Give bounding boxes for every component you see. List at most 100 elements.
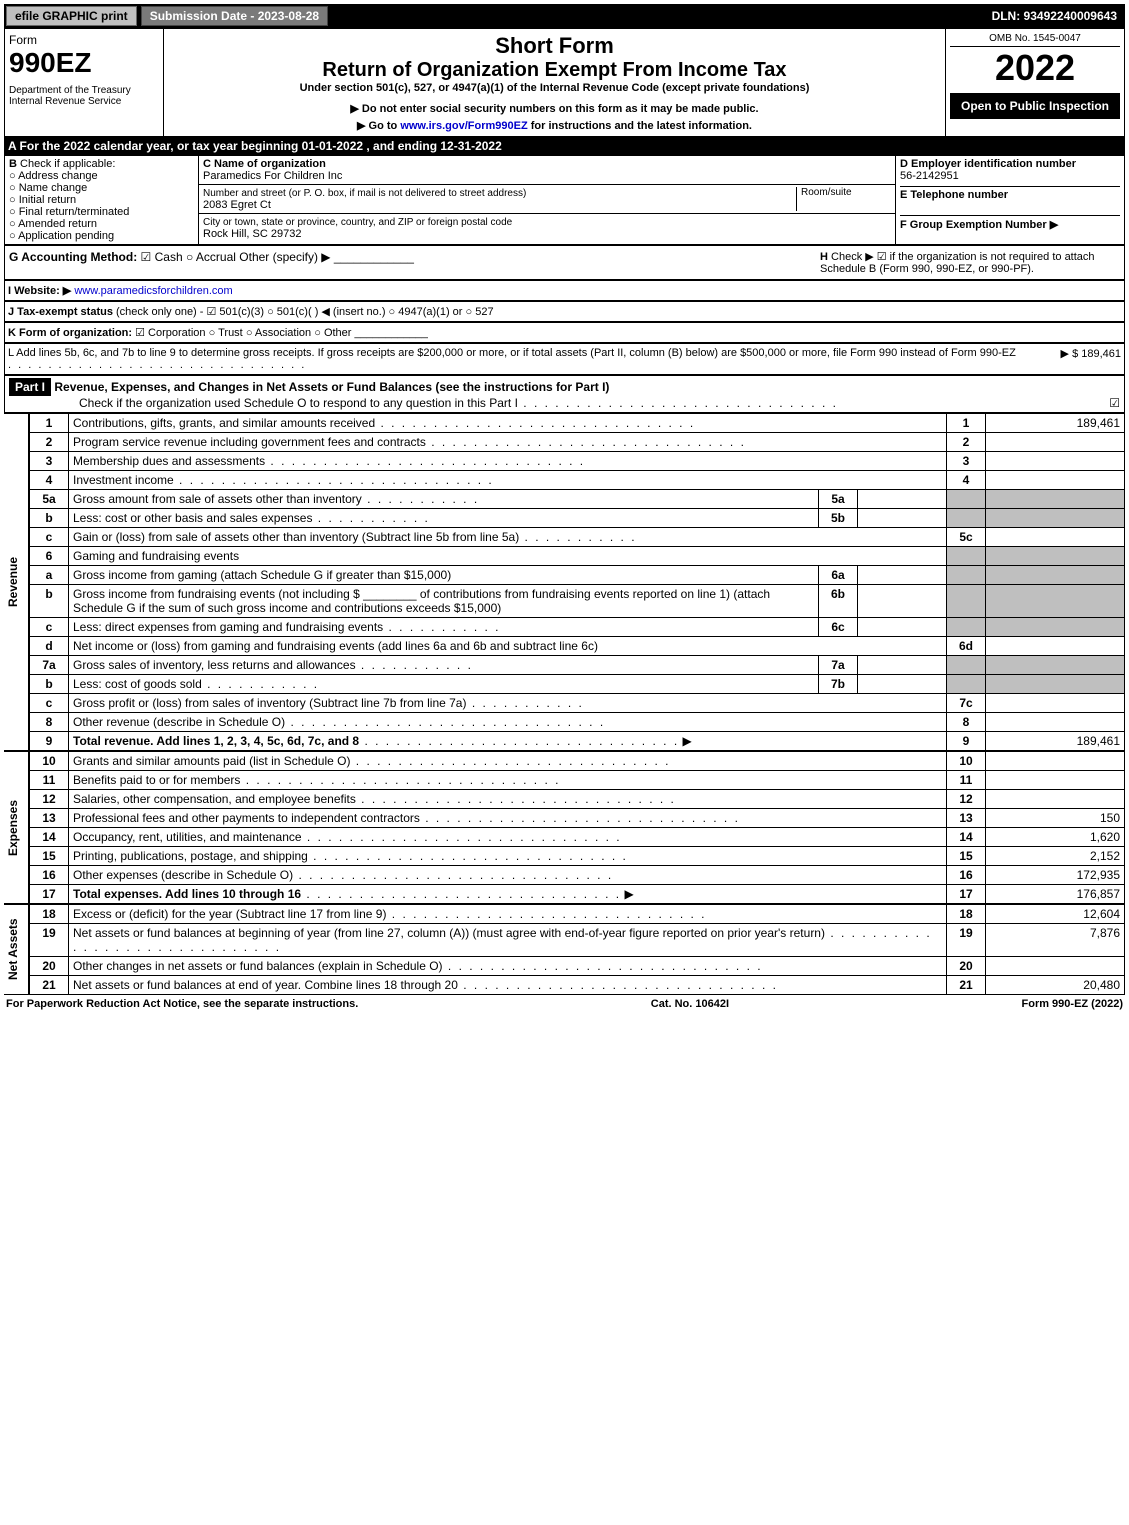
line-9: 9Total revenue. Add lines 1, 2, 3, 4, 5c…	[30, 732, 1125, 751]
part1-title: Revenue, Expenses, and Changes in Net As…	[54, 380, 609, 394]
org-association[interactable]: Association	[246, 327, 311, 339]
open-public-inspection: Open to Public Inspection	[950, 93, 1120, 119]
accounting-accrual[interactable]: Accrual	[186, 250, 236, 264]
line-4: 4Investment income4	[30, 471, 1125, 490]
omb-number: OMB No. 1545-0047	[950, 33, 1120, 47]
org-info-block: B Check if applicable: Address change Na…	[4, 155, 1125, 245]
line-7c: cGross profit or (loss) from sales of in…	[30, 694, 1125, 713]
goto-pre: Go to	[369, 120, 401, 132]
revenue-section: Revenue 1Contributions, gifts, grants, a…	[4, 413, 1125, 751]
line-9-desc: Total revenue. Add lines 1, 2, 3, 4, 5c,…	[73, 734, 359, 748]
section-e-phone-label: E Telephone number	[900, 189, 1008, 201]
section-g-h: G Accounting Method: Cash Accrual Other …	[4, 245, 1125, 280]
efile-graphic-print[interactable]: efile GRAPHIC print	[6, 6, 137, 26]
accounting-other[interactable]: Other (specify) ▶	[239, 250, 330, 264]
section-h-text: Check ▶ ☑ if the organization is not req…	[820, 251, 1095, 275]
org-street: 2083 Egret Ct	[203, 199, 271, 211]
street-label: Number and street (or P. O. box, if mail…	[203, 188, 526, 199]
line-17-desc: Total expenses. Add lines 10 through 16	[73, 887, 301, 901]
org-corporation[interactable]: Corporation	[135, 327, 205, 339]
section-d-ein-label: D Employer identification number	[900, 158, 1076, 170]
section-l-text: L Add lines 5b, 6c, and 7b to line 9 to …	[8, 347, 1021, 371]
line-7a: 7aGross sales of inventory, less returns…	[30, 656, 1125, 675]
submission-date: Submission Date - 2023-08-28	[141, 6, 328, 26]
form-version: Form 990-EZ (2022)	[1022, 998, 1123, 1010]
line-5a: 5aGross amount from sale of assets other…	[30, 490, 1125, 509]
org-other[interactable]: Other	[314, 327, 351, 339]
line-14: 14Occupancy, rent, utilities, and mainte…	[30, 828, 1125, 847]
section-h-label: H	[820, 251, 828, 263]
check-address-change[interactable]: Address change	[9, 170, 194, 182]
check-application-pending[interactable]: Application pending	[9, 230, 194, 242]
section-j: J Tax-exempt status (check only one) - ☑…	[4, 301, 1125, 322]
line-19: 19Net assets or fund balances at beginni…	[30, 924, 1125, 957]
line-17: 17Total expenses. Add lines 10 through 1…	[30, 885, 1125, 904]
page-footer: For Paperwork Reduction Act Notice, see …	[4, 995, 1125, 1013]
form-number: 990EZ	[9, 47, 159, 79]
check-amended-return[interactable]: Amended return	[9, 218, 194, 230]
goto-post: for instructions and the latest informat…	[528, 120, 752, 132]
gross-receipts-amount: ▶ $ 189,461	[1021, 347, 1121, 371]
ssn-note: Do not enter social security numbers on …	[168, 102, 941, 115]
part1-label: Part I	[9, 378, 51, 396]
line-3: 3Membership dues and assessments3	[30, 452, 1125, 471]
line-2: 2Program service revenue including gover…	[30, 433, 1125, 452]
efile-topbar: efile GRAPHIC print Submission Date - 20…	[4, 4, 1125, 28]
line-16: 16Other expenses (describe in Schedule O…	[30, 866, 1125, 885]
revenue-vertical-label: Revenue	[4, 413, 29, 751]
section-l: L Add lines 5b, 6c, and 7b to line 9 to …	[4, 343, 1125, 375]
expenses-vertical-label: Expenses	[4, 751, 29, 904]
line-6a: aGross income from gaming (attach Schedu…	[30, 566, 1125, 585]
part1-check-text: Check if the organization used Schedule …	[79, 396, 838, 410]
section-b-label: B	[9, 158, 17, 170]
website-link[interactable]: www.paramedicsforchildren.com	[74, 285, 232, 297]
return-title: Return of Organization Exempt From Incom…	[168, 59, 941, 82]
line-11: 11Benefits paid to or for members11	[30, 771, 1125, 790]
section-k: K Form of organization: Corporation Trus…	[4, 322, 1125, 343]
line-20: 20Other changes in net assets or fund ba…	[30, 957, 1125, 976]
paperwork-notice: For Paperwork Reduction Act Notice, see …	[6, 998, 358, 1010]
form-label: Form	[9, 33, 159, 47]
website-label: I Website: ▶	[8, 285, 71, 297]
line-6b: bGross income from fundraising events (n…	[30, 585, 1125, 618]
expenses-section: Expenses 10Grants and similar amounts pa…	[4, 751, 1125, 904]
dept-treasury: Department of the Treasury	[9, 85, 159, 96]
part1-checkbox[interactable]: ☑	[1109, 396, 1120, 410]
section-g-label: G Accounting Method:	[9, 250, 137, 264]
line-12: 12Salaries, other compensation, and empl…	[30, 790, 1125, 809]
line-17-arrow: ▶	[624, 887, 633, 901]
line-7b: bLess: cost of goods sold7b	[30, 675, 1125, 694]
net-assets-vertical-label: Net Assets	[4, 904, 29, 995]
line-8: 8Other revenue (describe in Schedule O)8	[30, 713, 1125, 732]
line-5b: bLess: cost or other basis and sales exp…	[30, 509, 1125, 528]
line-6d: dNet income or (loss) from gaming and fu…	[30, 637, 1125, 656]
tax-exempt-label: J Tax-exempt status	[8, 306, 113, 318]
org-trust[interactable]: Trust	[209, 327, 243, 339]
line-1: 1Contributions, gifts, grants, and simil…	[30, 414, 1125, 433]
org-name: Paramedics For Children Inc	[203, 170, 342, 182]
line-6b-desc1: Gross income from fundraising events (no…	[73, 587, 360, 601]
form-org-label: K Form of organization:	[8, 327, 132, 339]
section-a-tax-year: A For the 2022 calendar year, or tax yea…	[4, 137, 1125, 155]
check-name-change[interactable]: Name change	[9, 182, 194, 194]
form-header: Form 990EZ Department of the Treasury In…	[4, 28, 1125, 137]
line-6: 6Gaming and fundraising events	[30, 547, 1125, 566]
short-form-title: Short Form	[168, 33, 941, 59]
check-final-return[interactable]: Final return/terminated	[9, 206, 194, 218]
line-6c: cLess: direct expenses from gaming and f…	[30, 618, 1125, 637]
dln: DLN: 93492240009643	[992, 9, 1123, 23]
net-assets-section: Net Assets 18Excess or (deficit) for the…	[4, 904, 1125, 995]
section-i: I Website: ▶ www.paramedicsforchildren.c…	[4, 280, 1125, 301]
check-initial-return[interactable]: Initial return	[9, 194, 194, 206]
accounting-cash[interactable]: Cash	[141, 250, 183, 264]
section-c-name-label: C Name of organization	[203, 158, 326, 170]
line-13: 13Professional fees and other payments t…	[30, 809, 1125, 828]
check-applicable: Check if applicable:	[20, 158, 115, 170]
line-21: 21Net assets or fund balances at end of …	[30, 976, 1125, 995]
line-15: 15Printing, publications, postage, and s…	[30, 847, 1125, 866]
part1-header-row: Part I Revenue, Expenses, and Changes in…	[4, 375, 1125, 413]
under-section: Under section 501(c), 527, or 4947(a)(1)…	[168, 82, 941, 94]
line-9-arrow: ▶	[683, 734, 692, 748]
city-label: City or town, state or province, country…	[203, 217, 512, 228]
irs-link[interactable]: www.irs.gov/Form990EZ	[400, 120, 527, 132]
